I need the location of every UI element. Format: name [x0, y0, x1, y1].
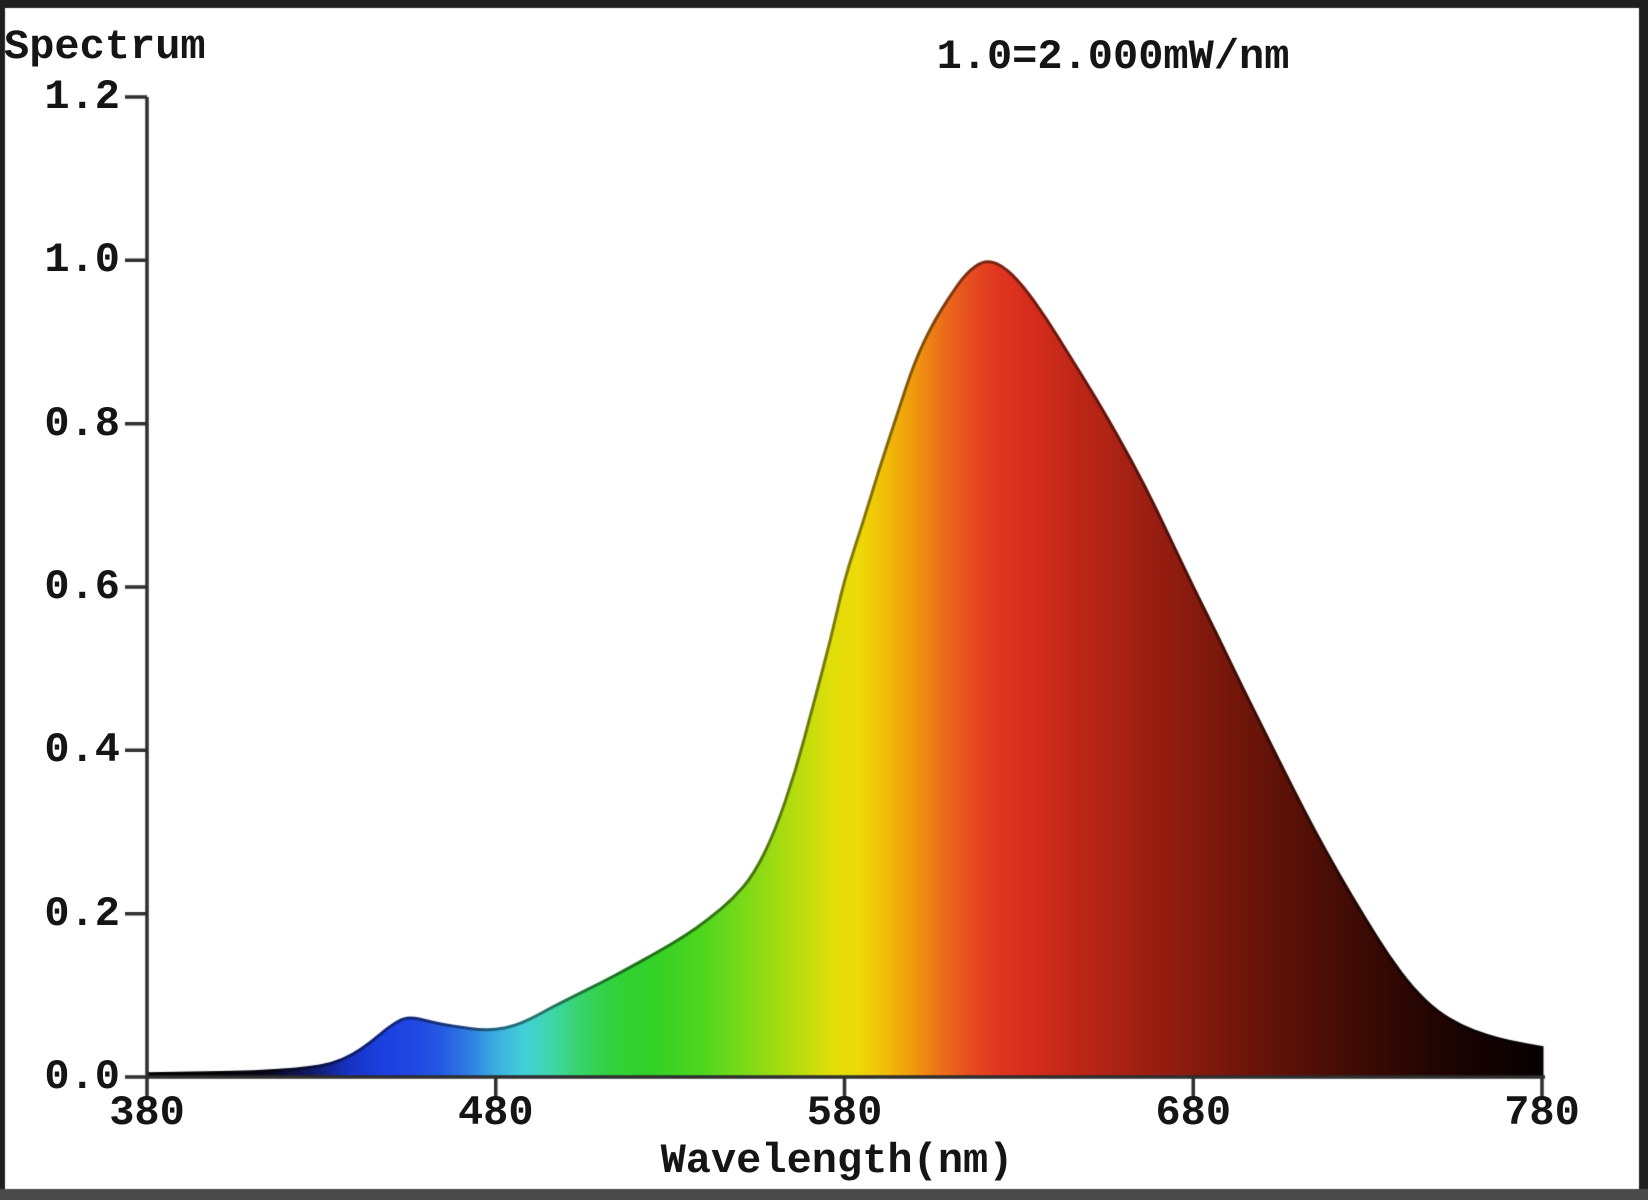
- chart-title: Spectrum: [4, 23, 206, 71]
- x-tick-label: 480: [457, 1089, 534, 1137]
- y-tick-label: 0.0: [44, 1052, 120, 1101]
- x-tick-label: 580: [806, 1089, 883, 1137]
- y-tick-label: 0.6: [44, 562, 120, 611]
- y-tick-label: 1.2: [44, 72, 120, 121]
- x-tick-label: 680: [1155, 1089, 1232, 1137]
- y-tick-label: 1.0: [44, 236, 120, 285]
- y-tick-label: 0.4: [44, 726, 120, 775]
- x-axis-title: Wavelength(nm): [660, 1137, 1014, 1185]
- y-tick-label: 0.2: [44, 889, 120, 938]
- scale-annotation: 1.0=2.000mW/nm: [936, 33, 1290, 81]
- x-tick-label: 780: [1504, 1089, 1580, 1137]
- x-tick-label: 380: [109, 1089, 185, 1137]
- y-tick-label: 0.8: [44, 399, 120, 448]
